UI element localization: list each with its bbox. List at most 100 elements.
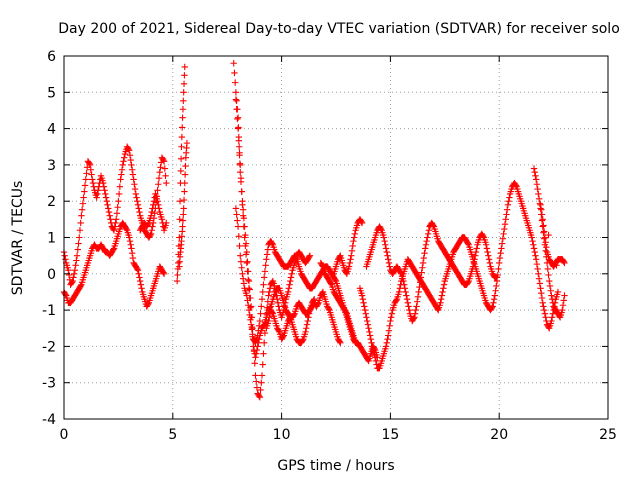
data-point <box>371 354 379 361</box>
data-point <box>419 264 426 271</box>
data-point <box>545 323 552 331</box>
data-point <box>89 179 97 187</box>
data-point <box>548 314 556 321</box>
data-point <box>61 252 68 259</box>
data-point <box>532 252 539 259</box>
data-point <box>175 259 182 267</box>
data-point <box>532 172 539 179</box>
x-tick-label: 0 <box>60 427 69 443</box>
data-point <box>503 211 510 218</box>
data-point <box>138 285 145 292</box>
data-point <box>234 223 242 230</box>
data-point <box>543 243 550 251</box>
data-point <box>361 303 368 310</box>
data-point <box>253 378 260 385</box>
data-point <box>417 274 425 281</box>
data-point <box>360 299 367 307</box>
data-point <box>422 241 430 248</box>
data-point <box>86 161 94 169</box>
data-point <box>531 248 538 256</box>
data-point <box>437 296 445 303</box>
data-point <box>239 212 247 219</box>
data-point <box>244 297 251 304</box>
data-point <box>246 311 253 319</box>
data-point <box>488 304 496 311</box>
data-point <box>245 302 252 309</box>
data-point <box>62 291 69 298</box>
data-point <box>133 194 140 201</box>
data-point <box>176 216 183 223</box>
data-point <box>535 190 542 198</box>
data-point <box>560 258 567 265</box>
data-point <box>155 175 163 182</box>
data-point <box>127 156 134 164</box>
data-point <box>65 266 72 274</box>
data-point <box>542 247 549 255</box>
data-point <box>234 115 241 123</box>
data-point <box>469 263 477 270</box>
data-point <box>107 216 114 223</box>
data-point <box>386 322 393 330</box>
data-point <box>275 327 282 334</box>
data-point <box>305 314 312 321</box>
data-point <box>179 223 186 230</box>
data-point <box>365 325 372 332</box>
data-point <box>411 314 418 321</box>
data-point <box>325 305 332 313</box>
data-point <box>483 245 491 252</box>
data-point <box>560 297 567 304</box>
data-point <box>361 306 369 314</box>
data-point <box>251 338 258 345</box>
data-point <box>231 69 238 77</box>
data-point <box>134 198 141 205</box>
data-point <box>128 250 136 257</box>
data-point <box>157 164 164 171</box>
data-point <box>490 296 498 303</box>
data-point <box>123 225 130 233</box>
data-point <box>484 248 491 256</box>
data-point <box>535 195 543 202</box>
data-point <box>183 139 191 147</box>
data-point <box>385 327 393 334</box>
data-point <box>393 297 400 304</box>
data-point <box>68 279 76 286</box>
data-point <box>266 314 273 321</box>
data-point <box>536 280 544 287</box>
data-point <box>268 279 276 286</box>
y-tick-label: 2 <box>47 194 56 210</box>
data-point <box>385 256 392 263</box>
data-point <box>69 277 76 285</box>
data-point <box>535 275 543 282</box>
data-point <box>125 145 132 153</box>
data-point <box>100 183 108 190</box>
data-point <box>79 200 87 207</box>
series-t5 <box>176 139 191 270</box>
data-point <box>162 172 169 179</box>
data-point <box>121 154 128 161</box>
data-point <box>62 256 69 263</box>
data-point <box>336 253 343 261</box>
data-point <box>290 311 298 319</box>
data-point <box>369 343 376 350</box>
data-point <box>239 206 247 213</box>
data-point <box>554 288 562 296</box>
data-point <box>416 279 424 286</box>
data-point <box>332 276 339 284</box>
data-point <box>258 296 266 303</box>
data-point <box>247 321 255 328</box>
data-point <box>163 179 170 187</box>
data-point <box>256 317 264 325</box>
axis-ticks: 0 5 10 15 20 25 -4 -3 -2 -1 0 1 2 3 4 5 6 <box>42 49 617 443</box>
data-point <box>512 182 520 189</box>
data-point <box>415 288 422 296</box>
data-point <box>486 259 493 267</box>
data-point <box>128 245 135 252</box>
data-point <box>181 171 189 178</box>
data-point <box>111 223 118 230</box>
data-point <box>346 259 353 267</box>
data-point <box>440 281 448 288</box>
data-point <box>358 218 365 225</box>
data-point <box>495 265 502 273</box>
data-point <box>255 327 262 334</box>
data-point <box>358 219 366 227</box>
